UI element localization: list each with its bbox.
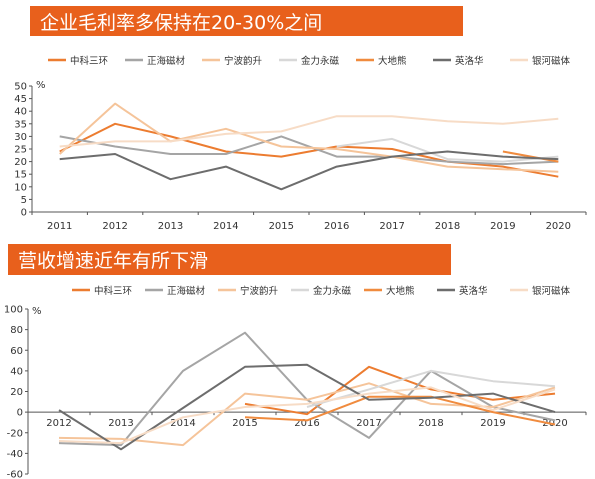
chart2-x-tick-label: 2014: [170, 418, 195, 429]
chart1-series-line: [336, 137, 559, 163]
chart1-x-tick-label: 2016: [324, 221, 349, 232]
chart1-y-tick-label: 0: [21, 208, 27, 219]
chart2-title: 营收增速近年有所下滑: [18, 250, 209, 272]
chart2-series-line: [58, 386, 556, 445]
chart1-x-tick-label: 2014: [213, 221, 238, 232]
chart2-legend-label: 宁波韵升: [240, 285, 279, 297]
chart1-x-tick-label: 2019: [490, 221, 515, 232]
chart1-x-tick-label: 2017: [379, 221, 404, 232]
chart2-y-tick-label: 80: [10, 325, 23, 336]
chart1-series-line: [59, 102, 559, 173]
chart1-x-tick-label: 2018: [435, 221, 460, 232]
chart1-legend-label: 英洛华: [455, 55, 484, 67]
chart2-y-tick-label: -60: [7, 470, 23, 479]
chart1-y-tick-label: 45: [14, 94, 27, 105]
chart1-y-tick-label: 5: [21, 195, 27, 206]
chart1-y-tick-label: 15: [14, 170, 27, 181]
chart1-legend-label: 金力永磁: [301, 55, 340, 67]
chart1-legend-label: 中科三环: [70, 55, 108, 67]
chart2-x-tick-label: 2013: [108, 418, 133, 429]
chart2-x-tick-label: 2017: [356, 418, 381, 429]
chart2-y-tick-label: 0: [17, 408, 23, 419]
chart1-series-line: [59, 115, 559, 148]
chart1-x-tick-label: 2020: [546, 221, 571, 232]
chart2-x-tick-label: 2016: [294, 418, 319, 429]
chart1-x-tick-label: 2012: [102, 221, 127, 232]
chart1-y-tick-label: 35: [14, 119, 27, 130]
chart2-y-tick-label: -20: [7, 428, 23, 439]
chart1-series-line: [502, 150, 559, 163]
chart2-x-tick-label: 2012: [46, 418, 71, 429]
chart1-y-tick-label: 25: [14, 145, 27, 156]
chart1-legend-label: 宁波韵升: [224, 55, 263, 67]
chart1-y-tick-label: 50: [14, 82, 27, 93]
chart1-series-line: [59, 150, 559, 191]
chart1-legend-label: 大地熊: [378, 55, 407, 67]
chart2-y-tick-label: 20: [10, 387, 23, 398]
chart1-y-tick-label: 10: [14, 182, 27, 193]
chart2-series-line: [306, 369, 556, 408]
chart1-title-banner: 企业毛利率多保持在20-30%之间: [30, 6, 463, 36]
chart1-title: 企业毛利率多保持在20-30%之间: [40, 11, 323, 34]
chart1-y-tick-label: 40: [14, 107, 27, 118]
chart1-series-line: [59, 122, 559, 178]
chart2-y-tick-label: 60: [10, 346, 23, 357]
chart2-legend-label: 中科三环: [94, 285, 132, 297]
chart2-series-line: [244, 365, 556, 416]
chart1-y-tick-label: 20: [14, 157, 27, 168]
chart1-x-tick-label: 2013: [158, 221, 183, 232]
chart2-x-tick-label: 2015: [232, 418, 257, 429]
chart1-legend-label: 银河磁体: [532, 55, 571, 67]
gross-margin-chart: 中科三环 正海磁材 宁波韵升 金力永磁 大地熊 英洛华 银河磁体05101520253035…: [14, 55, 587, 232]
chart1-x-tick-label: 2015: [269, 221, 294, 232]
chart2-x-tick-label: 2019: [480, 418, 505, 429]
chart2-legend-label: 正海磁材: [167, 285, 206, 297]
chart2-legend-label: 银河磁体: [532, 285, 571, 297]
chart2-y-tick-label: -40: [7, 449, 23, 460]
chart1-unit-label: %: [36, 80, 46, 91]
chart1-legend-label: 正海磁材: [147, 55, 186, 67]
chart1-y-tick-label: 30: [14, 132, 27, 143]
chart2-legend-label: 大地熊: [386, 285, 415, 297]
chart2-legend-label: 金力永磁: [313, 285, 352, 297]
chart2-legend-label: 英洛华: [459, 285, 488, 297]
chart2-series-line: [244, 395, 556, 426]
chart2-unit-label: %: [32, 306, 42, 317]
chart2-y-tick-label: 40: [10, 366, 23, 377]
chart1-series-line: [59, 135, 559, 166]
chart1-x-tick-label: 2011: [47, 221, 72, 232]
chart2-y-tick-label: 100: [4, 305, 23, 316]
chart2-x-tick-label: 2018: [418, 418, 443, 429]
chart2-title-banner: 营收增速近年有所下滑: [8, 244, 451, 275]
